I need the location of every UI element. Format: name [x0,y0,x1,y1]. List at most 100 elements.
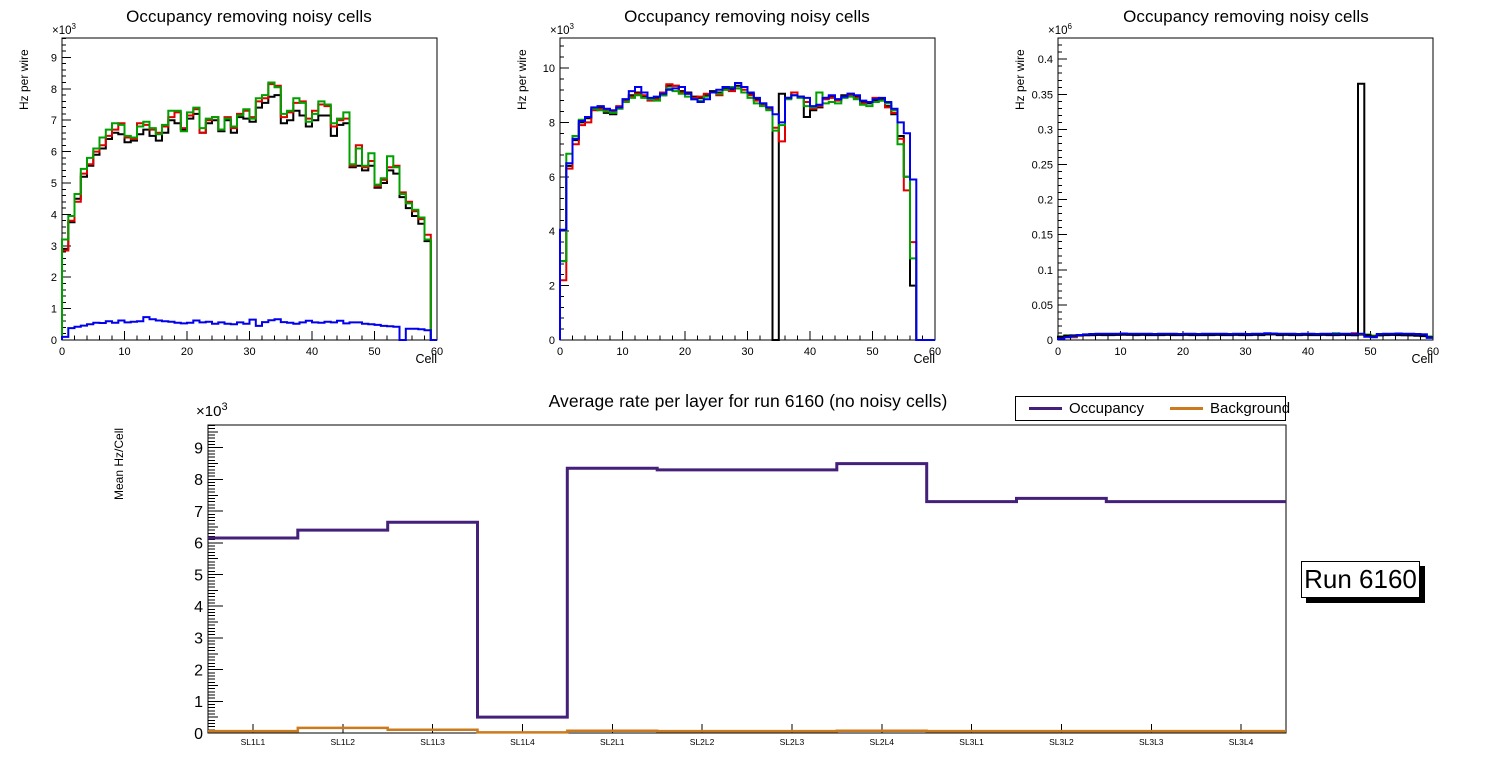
x-tick-label: 60 [431,346,443,358]
pad-average-rate: 0 1 2 3 4 5 6 7 8 9 SL1L1 SL1L2 SL1L3 SL1L4 SL2L1 SL2L2… [0,385,1496,772]
x-tick-label: 60 [929,346,941,358]
x-tick-label: 40 [804,346,816,358]
y-tick-label: 0 [1047,335,1053,347]
y-tick-label: 0.15 [1032,230,1053,242]
x-tick-label: 30 [741,346,753,358]
y-tick-label: 9 [194,440,203,457]
pad-occupancy-1: 0 1 2 3 4 5 6 7 8 9 0 10 20 30 40 50 60 Occupancy removi… [0,0,498,385]
x-axis-title: Cell [1411,352,1433,366]
x-tick-label: 20 [1177,346,1189,358]
y-tick-label: 9 [51,52,57,64]
y-axis-title: Hz per wire [1013,49,1027,110]
y-tick-label: 0 [51,335,57,347]
y-axis-title: Hz per wire [17,49,31,110]
x-tick-label: 20 [679,346,691,358]
y-tick-label: 6 [51,147,57,159]
y-tick-label: 3 [51,241,57,253]
y-tick-label: 5 [194,567,203,584]
run-label-box: Run 6160 [1301,561,1420,598]
series-hist-blue [559,82,935,341]
plot-frame [207,424,1287,734]
series-hist-green [61,81,437,341]
occupancy-line-swatch [1029,407,1062,410]
y-tick-label: 1 [194,694,203,711]
legend-entry-background: Background [1170,400,1290,417]
plot-canvas-1: 0 1 2 3 4 5 6 7 8 9 0 10 20 30 40 50 60 [51,37,443,358]
x-category-label: SL1L2 [330,737,355,747]
x-category-label: SL2L2 [690,737,715,747]
x-tick-label: 0 [59,346,65,358]
x-category-label: SL3L3 [1139,737,1164,747]
x-tick-label: 0 [557,346,563,358]
y-tick-label: 8 [51,84,57,96]
y-tick-label: 2 [194,662,203,679]
y-tick-label: 0.35 [1032,89,1053,101]
y-tick-label: 2 [549,281,555,293]
x-tick-label: 40 [1302,346,1314,358]
x-tick-label: 30 [243,346,255,358]
y-tick-label: 6 [194,536,203,553]
series-hist-blue [61,316,437,341]
x-tick-label: 50 [1364,346,1376,358]
y-tick-label: 5 [51,178,57,190]
plot-frame [559,37,936,341]
y-axis-exponent: ×106 [1048,22,1072,37]
y-tick-label: 10 [543,63,555,75]
x-category-label: SL3L1 [959,737,984,747]
y-tick-label: 4 [549,226,555,238]
x-category-label: SL2L4 [869,737,894,747]
series-hist-black [1057,82,1433,340]
series-hist-red [559,83,935,341]
y-tick-label: 8 [549,117,555,129]
y-tick-label: 0.05 [1032,300,1053,312]
y-tick-label: 0.3 [1038,124,1053,136]
x-category-label: SL1L4 [510,737,535,747]
series-Occupancy [208,462,1286,719]
y-axis-title: Hz per wire [515,49,529,110]
x-category-label: SL2L3 [780,737,805,747]
y-tick-label: 7 [194,504,203,521]
series-hist-black [559,84,935,341]
x-tick-label: 50 [866,346,878,358]
background-line-swatch [1170,407,1204,410]
plot-canvas-3: 0 0.05 0.1 0.15 0.2 0.25 0.3 0.35 0.4 0 10 20 30 40 50… [1032,37,1439,358]
x-tick-label: 0 [1055,346,1061,358]
y-tick-label: 6 [549,172,555,184]
y-tick-label: 8 [194,472,203,489]
x-category-label: SL1L1 [241,737,266,747]
legend-entry-occupancy: Occupancy [1029,400,1144,417]
plot-title: Occupancy removing noisy cells [126,7,372,26]
x-axis-title: Cell [415,352,437,366]
series-Background [208,726,1286,734]
plot-canvas-bottom: 0 1 2 3 4 5 6 7 8 9 SL1L1 SL1L2 SL1L3 SL1L4 SL2L1 SL2L2… [194,424,1287,747]
y-tick-label: 0.1 [1038,265,1053,277]
run-label-text: Run 6160 [1304,564,1417,594]
x-tick-label: 30 [1239,346,1251,358]
y-tick-label: 0.2 [1038,195,1053,207]
y-axis-exponent: ×103 [550,22,574,37]
legend-label-background: Background [1210,400,1291,417]
y-tick-label: 4 [194,599,203,616]
series-hist-blue [1057,332,1433,340]
y-tick-label: 7 [51,115,57,127]
x-category-label: SL1L3 [420,737,445,747]
plot-title: Occupancy removing noisy cells [1123,7,1369,26]
y-tick-label: 4 [51,209,57,221]
series-hist-green [559,86,935,341]
x-tick-label: 10 [616,346,628,358]
y-axis-title: Mean Hz/Cell [112,427,126,500]
legend: Occupancy Background [1015,396,1290,421]
plot-canvas-2: 0 2 4 6 8 10 0 10 20 30 40 50 60 [543,37,941,358]
x-category-label: SL2L1 [600,737,625,747]
x-tick-label: 60 [1427,346,1439,358]
pad-occupancy-2: 0 2 4 6 8 10 0 10 20 30 40 50 60 Occupancy removing … [498,0,996,385]
legend-label-occupancy: Occupancy [1069,400,1145,417]
x-tick-label: 50 [368,346,380,358]
y-tick-label: 0 [549,335,555,347]
x-axis-title: Cell [913,352,935,366]
y-tick-label: 2 [51,272,57,284]
x-tick-label: 10 [1114,346,1126,358]
y-tick-label: 0.4 [1038,54,1053,66]
y-tick-label: 0.25 [1032,159,1053,171]
